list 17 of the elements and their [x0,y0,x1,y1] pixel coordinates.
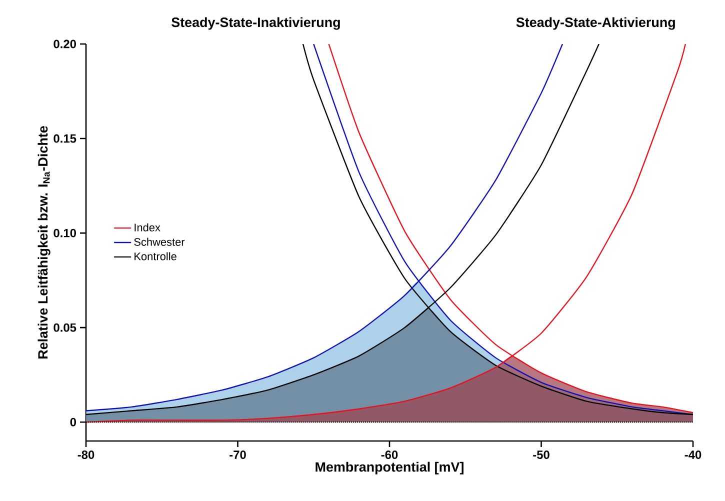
x-tick-label: -70 [230,450,246,459]
y-tick-label: 0 [70,418,76,426]
text: Steady-State-Aktivierung [516,17,675,30]
legend-label: Index [134,223,160,232]
legend-label: Kontrolle [134,252,176,260]
text: Steady-State-Inaktivierung [172,17,340,30]
y-tick-label: 0.15 [54,134,76,143]
y-axis-title: Relative Leitfähigkeit bzw. I$_{Na}$-Dichte [38,126,50,358]
y-tick-label: 0.20 [54,40,76,48]
x-tick-label: -50 [533,450,550,459]
x-tick-label: -40 [684,450,702,459]
x-axis-title: Membranpotential [mV] [316,462,464,474]
y-tick-label: 0.10 [54,228,76,238]
x-tick-label: -80 [78,450,94,459]
y-tick-label: 0.05 [54,323,76,332]
x-tick-label: -60 [381,450,398,459]
legend-label: Schwester [134,238,185,246]
